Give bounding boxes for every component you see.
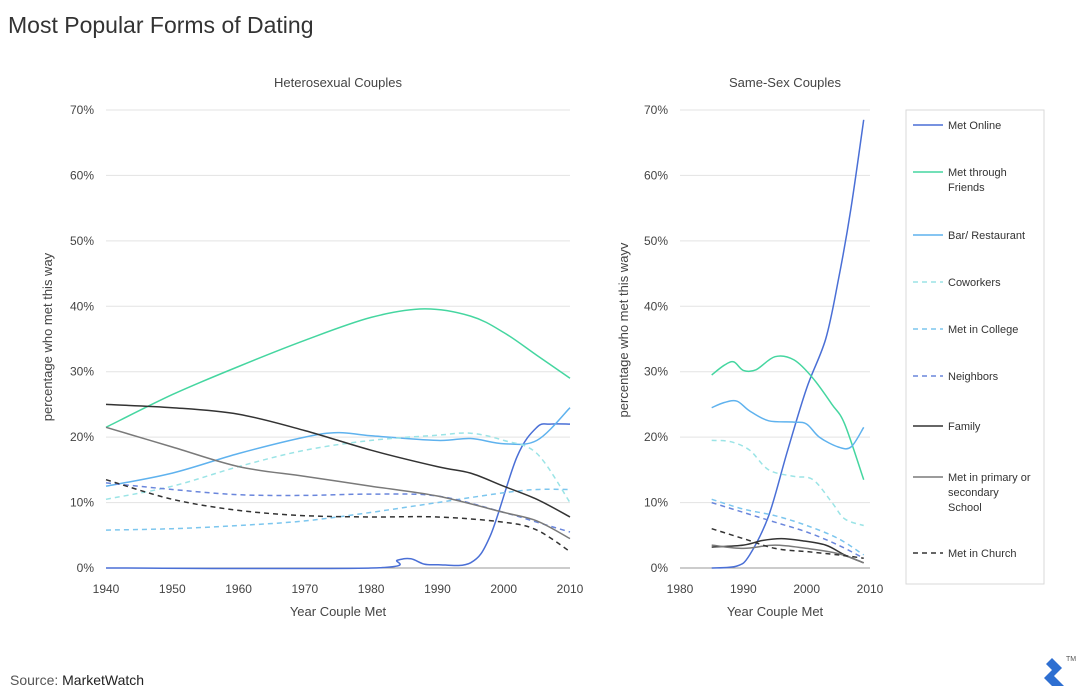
series-line-family (711, 537, 864, 564)
x-tick-label: 1980 (358, 582, 385, 596)
series-line-met-online (711, 119, 865, 569)
y-tick-label: 40% (70, 299, 94, 313)
y-tick-label: 10% (70, 496, 94, 510)
y-axis-title: percentage who met this way (40, 252, 55, 421)
legend-item-church: Met in Church (913, 548, 1016, 560)
x-tick-label: 1970 (292, 582, 319, 596)
legend-label: Coworkers (948, 277, 1001, 289)
y-tick-label: 20% (644, 430, 668, 444)
legend: Met Online Met through Friends Bar/ Restaur… (905, 109, 1045, 585)
series-line-college (711, 498, 865, 556)
legend-item-bar: Bar/ Restaurant (913, 230, 1025, 242)
series-line-friends (711, 355, 865, 480)
legend-box (905, 109, 1045, 585)
legend-label: Met in College (948, 324, 1018, 336)
legend-label: Met in primary or (948, 472, 1031, 484)
source-prefix: Source: (10, 672, 59, 688)
chart-title: Same-Sex Couples (729, 75, 841, 90)
brand-logo-icon: TM (1044, 656, 1076, 686)
series-line-coworkers (711, 439, 864, 527)
x-tick-label: 1980 (667, 582, 694, 596)
series-line-bar (711, 399, 865, 450)
legend-label: Family (948, 421, 981, 433)
x-tick-label: 2010 (857, 582, 884, 596)
x-tick-label: 1950 (159, 582, 186, 596)
y-tick-label: 50% (70, 234, 94, 248)
x-tick-label: 1960 (225, 582, 252, 596)
legend-label: Met in Church (948, 548, 1016, 560)
y-tick-label: 20% (70, 430, 94, 444)
x-tick-label: 1990 (424, 582, 451, 596)
x-tick-label: 2000 (793, 582, 820, 596)
x-tick-label: 2010 (557, 582, 584, 596)
y-tick-label: 0% (77, 561, 95, 575)
series-line-school (105, 426, 571, 540)
y-tick-label: 60% (644, 168, 668, 182)
logo-tm: TM (1066, 656, 1076, 663)
legend-item-neighbors: Neighbors (913, 371, 999, 383)
series-line-college (105, 488, 571, 531)
series-line-bar (105, 407, 571, 487)
legend-label: Friends (948, 182, 985, 194)
y-tick-label: 30% (644, 365, 668, 379)
series-line-neighbors (711, 501, 865, 559)
legend-label: Met through (948, 167, 1007, 179)
legend-label: Met Online (948, 120, 1001, 132)
x-tick-label: 1940 (93, 582, 120, 596)
legend-label: School (948, 502, 982, 514)
x-axis-title: Year Couple Met (727, 604, 824, 619)
logo-mark (1044, 658, 1064, 686)
x-tick-label: 2000 (490, 582, 517, 596)
y-tick-label: 30% (70, 365, 94, 379)
series-line-church (105, 478, 571, 553)
source-line: Source: MarketWatch (10, 672, 144, 688)
y-tick-label: 70% (70, 103, 94, 117)
y-axis-title: percentage who met this wayv (616, 242, 631, 417)
x-axis-title: Year Couple Met (290, 604, 387, 619)
legend-item-coworkers: Coworkers (913, 277, 1001, 289)
series-line-school (711, 544, 864, 564)
legend-label: Neighbors (948, 371, 999, 383)
page-title: Most Popular Forms of Dating (8, 12, 314, 38)
series-line-met-online (105, 423, 571, 570)
chart-samesex: 0% 10% 20% 30% 40% 50% 60% 70% 1980 1990 2000 2010 S… (616, 75, 884, 619)
y-tick-label: 0% (651, 561, 669, 575)
chart-hetero: 0% 10% 20% 30% 40% 50% 60% 70% 1940 1950 1960 1970 1… (40, 75, 584, 619)
legend-item-met-online: Met Online (913, 120, 1001, 132)
source-name: MarketWatch (62, 672, 145, 688)
series-line-family (105, 403, 571, 518)
legend-label: Bar/ Restaurant (948, 230, 1025, 242)
x-tick-label: 1990 (730, 582, 757, 596)
dating-charts: 0% 10% 20% 30% 40% 50% 60% 70% 1940 1950 1960 1970 1… (40, 75, 1045, 619)
legend-item-school: Met in primary or secondary School (913, 472, 1031, 514)
series-line-friends (105, 308, 571, 428)
legend-item-family: Family (913, 421, 981, 433)
chart-title: Heterosexual Couples (274, 75, 402, 90)
legend-item-friends: Met through Friends (913, 167, 1007, 194)
y-tick-label: 50% (644, 234, 668, 248)
series-line-neighbors (105, 482, 571, 533)
y-tick-label: 60% (70, 168, 94, 182)
y-tick-label: 10% (644, 496, 668, 510)
series-line-coworkers (105, 432, 571, 504)
y-tick-label: 40% (644, 299, 668, 313)
legend-item-college: Met in College (913, 324, 1018, 336)
series-line-church (711, 527, 864, 559)
y-tick-label: 70% (644, 103, 668, 117)
legend-label: secondary (948, 487, 999, 499)
